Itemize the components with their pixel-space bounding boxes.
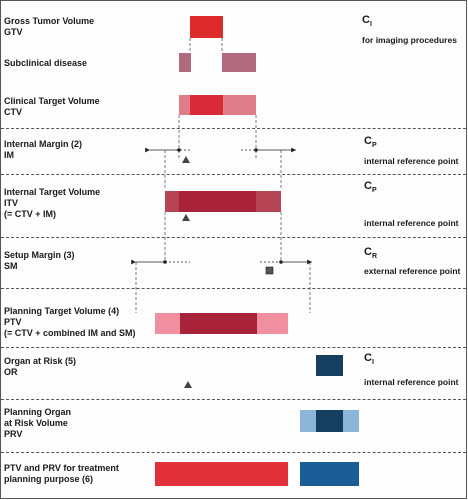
ctv-bar-right <box>223 95 256 115</box>
note-or: internal reference point <box>364 377 459 387</box>
symbol-ci-or: CI <box>364 352 374 367</box>
separator <box>1 288 466 289</box>
separator <box>1 174 466 175</box>
prv-bar-left <box>300 410 316 432</box>
square-marker-icon <box>265 266 274 275</box>
symbol-cr-sm: CR <box>364 246 378 261</box>
ctv-bar-core <box>190 95 223 115</box>
triangle-marker-icon <box>184 381 192 388</box>
ptv-bar-core <box>180 313 257 334</box>
symbol-cp-im: CP <box>364 135 377 150</box>
label-or: Organ at Risk (5) OR <box>4 356 77 377</box>
subclinical-bar-left <box>179 53 191 72</box>
or-bar <box>316 355 343 376</box>
final-prv-bar <box>300 462 359 486</box>
itv-bar-right <box>256 191 281 212</box>
symbol-cp-itv: CP <box>364 180 377 195</box>
prv-bar-right <box>343 410 359 432</box>
itv-bar-left <box>165 191 179 212</box>
separator <box>1 347 466 348</box>
note-gtv: for imaging procedures <box>362 35 457 45</box>
triangle-marker-icon <box>182 156 190 163</box>
separator <box>1 399 466 400</box>
gtv-bar <box>190 16 223 38</box>
triangle-marker-icon <box>182 214 190 221</box>
ctv-bar-left <box>179 95 190 115</box>
label-prv: Planning Organ at Risk Volume PRV <box>4 407 72 439</box>
label-ptv: Planning Target Volume (4) PTV (= CTV + co… <box>4 306 136 338</box>
separator <box>1 237 466 238</box>
note-sm: external reference point <box>364 266 461 276</box>
separator <box>1 452 466 453</box>
final-ptv-bar <box>155 462 288 486</box>
label-ctv: Clinical Target Volume CTV <box>4 96 100 117</box>
label-itv: Internal Target Volume ITV (= CTV + IM) <box>4 187 101 219</box>
separator <box>1 128 466 129</box>
note-itv: internal reference point <box>364 218 459 228</box>
ptv-bar-left <box>155 313 180 334</box>
label-gtv: Gross Tumor Volume GTV <box>4 16 95 37</box>
subclinical-bar-right <box>222 53 256 72</box>
prv-bar-core <box>316 410 343 432</box>
label-subclinical: Subclinical disease <box>4 58 88 68</box>
itv-bar-core <box>179 191 256 212</box>
note-im: internal reference point <box>364 156 459 166</box>
label-im: Internal Margin (2) IM <box>4 139 83 160</box>
label-sm: Setup Margin (3) SM <box>4 250 75 271</box>
symbol-ci-gtv: CI <box>362 14 372 29</box>
label-final: PTV and PRV for treatment planning purpos… <box>4 463 119 484</box>
ptv-bar-right <box>257 313 288 334</box>
